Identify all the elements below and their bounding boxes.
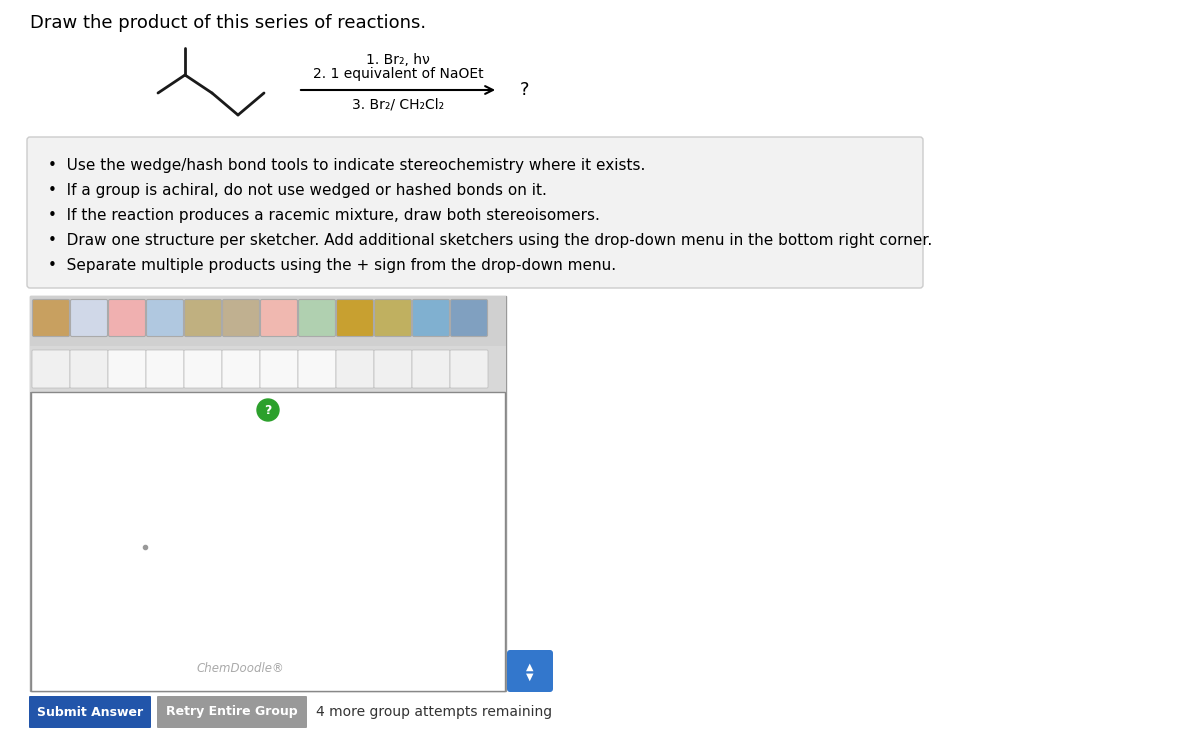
Text: •  If a group is achiral, do not use wedged or hashed bonds on it.: • If a group is achiral, do not use wedg… bbox=[48, 183, 547, 198]
Text: •  Separate multiple products using the + sign from the drop-down menu.: • Separate multiple products using the +… bbox=[48, 258, 616, 273]
Text: ?: ? bbox=[520, 81, 529, 99]
FancyBboxPatch shape bbox=[508, 650, 553, 692]
Circle shape bbox=[257, 399, 278, 421]
Text: Draw the product of this series of reactions.: Draw the product of this series of react… bbox=[30, 14, 426, 32]
FancyBboxPatch shape bbox=[185, 300, 222, 336]
Text: 4 more group attempts remaining: 4 more group attempts remaining bbox=[316, 705, 552, 719]
FancyBboxPatch shape bbox=[70, 350, 108, 388]
Text: ▼: ▼ bbox=[527, 672, 534, 682]
FancyBboxPatch shape bbox=[450, 350, 488, 388]
FancyBboxPatch shape bbox=[260, 300, 298, 336]
FancyBboxPatch shape bbox=[412, 350, 450, 388]
FancyBboxPatch shape bbox=[299, 300, 336, 336]
Text: •  If the reaction produces a racemic mixture, draw both stereoisomers.: • If the reaction produces a racemic mix… bbox=[48, 208, 600, 223]
Text: ChemDoodle®: ChemDoodle® bbox=[196, 662, 284, 675]
Bar bbox=[30, 296, 506, 346]
Text: Submit Answer: Submit Answer bbox=[37, 706, 143, 718]
Bar bbox=[30, 296, 506, 691]
FancyBboxPatch shape bbox=[413, 300, 450, 336]
Bar bbox=[30, 346, 506, 392]
Bar bbox=[31, 392, 505, 691]
FancyBboxPatch shape bbox=[298, 350, 336, 388]
FancyBboxPatch shape bbox=[108, 300, 145, 336]
FancyBboxPatch shape bbox=[32, 350, 70, 388]
Text: ▲: ▲ bbox=[527, 662, 534, 672]
Text: •  Use the wedge/hash bond tools to indicate stereochemistry where it exists.: • Use the wedge/hash bond tools to indic… bbox=[48, 158, 646, 173]
FancyBboxPatch shape bbox=[184, 350, 222, 388]
Text: Retry Entire Group: Retry Entire Group bbox=[166, 706, 298, 718]
FancyBboxPatch shape bbox=[146, 300, 184, 336]
FancyBboxPatch shape bbox=[29, 696, 151, 728]
FancyBboxPatch shape bbox=[108, 350, 146, 388]
Text: 3. Br₂/ CH₂Cl₂: 3. Br₂/ CH₂Cl₂ bbox=[352, 97, 444, 111]
Text: 2. 1 equivalent of NaOEt: 2. 1 equivalent of NaOEt bbox=[313, 67, 484, 81]
FancyBboxPatch shape bbox=[374, 300, 412, 336]
FancyBboxPatch shape bbox=[32, 300, 70, 336]
FancyBboxPatch shape bbox=[336, 350, 374, 388]
Text: 1. Br₂, hν: 1. Br₂, hν bbox=[366, 53, 430, 67]
FancyBboxPatch shape bbox=[336, 300, 373, 336]
Text: ?: ? bbox=[264, 403, 271, 417]
Text: •  Draw one structure per sketcher. Add additional sketchers using the drop-down: • Draw one structure per sketcher. Add a… bbox=[48, 233, 932, 248]
FancyBboxPatch shape bbox=[450, 300, 487, 336]
FancyBboxPatch shape bbox=[157, 696, 307, 728]
FancyBboxPatch shape bbox=[374, 350, 412, 388]
FancyBboxPatch shape bbox=[260, 350, 298, 388]
FancyBboxPatch shape bbox=[28, 137, 923, 288]
FancyBboxPatch shape bbox=[71, 300, 108, 336]
FancyBboxPatch shape bbox=[146, 350, 184, 388]
FancyBboxPatch shape bbox=[222, 350, 260, 388]
FancyBboxPatch shape bbox=[222, 300, 259, 336]
